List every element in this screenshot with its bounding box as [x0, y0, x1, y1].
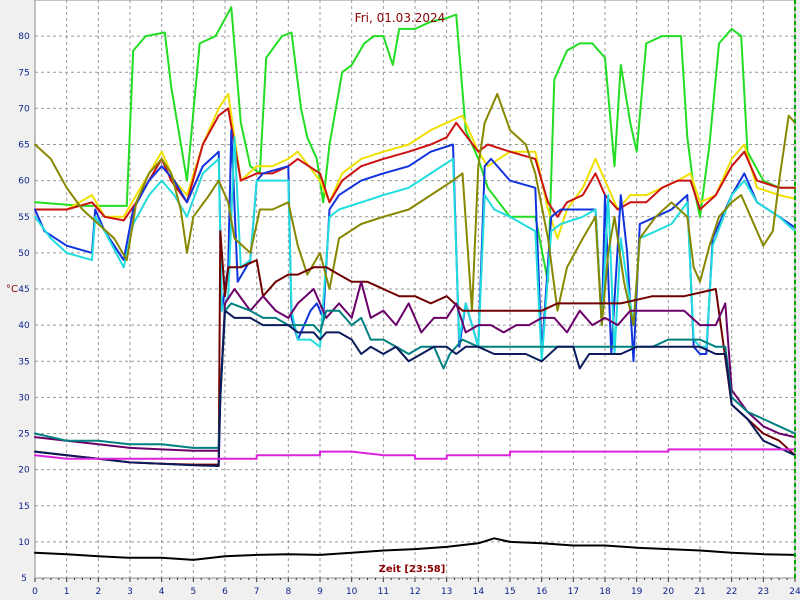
series-line-4: [34, 129, 796, 363]
y-axis-unit: °C: [6, 284, 18, 295]
series-line-10: [34, 309, 796, 467]
y-tick-label: 30: [18, 393, 30, 403]
y-tick-label: 80: [18, 32, 30, 42]
y-tick-label: 60: [18, 177, 30, 187]
x-tick-label: 0: [32, 587, 38, 597]
y-tick-label: 20: [18, 466, 30, 476]
x-tick-label: 2: [95, 587, 101, 597]
series-line-8: [34, 280, 796, 452]
y-tick-label: 45: [18, 285, 29, 295]
x-tick-label: 24: [789, 587, 800, 597]
y-tick-label: 75: [18, 68, 29, 78]
y-tick-label: 70: [18, 104, 30, 114]
axes: 0 1 2 3 4 5 6 7 8 9 10 11 12 13 14 15 16 17 18 19 20 21 22 23 24…: [18, 32, 800, 597]
grid: [35, 0, 795, 579]
y-tick-label: 50: [18, 249, 30, 259]
x-tick-label: 10: [346, 587, 358, 597]
x-tick-label: 1: [64, 587, 70, 597]
y-tick-label: 40: [18, 321, 30, 331]
x-tick-label: 16: [536, 587, 548, 597]
x-tick-label: 9: [317, 587, 323, 597]
x-tick-label: 20: [663, 587, 675, 597]
x-tick-label: 17: [568, 587, 579, 597]
y-tick-label: 35: [18, 357, 29, 367]
y-tick-label: 15: [18, 502, 29, 512]
x-tick-label: 11: [378, 587, 389, 597]
x-tick-label: 13: [441, 587, 452, 597]
chart-title: Fri, 01.03.2024: [355, 11, 446, 25]
x-tick-label: 21: [694, 587, 705, 597]
series-line-7: [34, 230, 796, 466]
x-tick-label: 23: [758, 587, 769, 597]
series-line-11: [34, 448, 796, 460]
y-tick-label: 5: [21, 574, 27, 584]
series-group: [34, 6, 796, 561]
x-tick-label: 8: [285, 587, 291, 597]
series-line-1: [34, 6, 796, 283]
x-tick-label: 19: [631, 587, 643, 597]
x-tick-label: 14: [473, 587, 485, 597]
x-tick-label: 5: [190, 587, 196, 597]
y-tick-label: 10: [18, 538, 30, 548]
x-tick-label: 22: [726, 587, 737, 597]
series-line-12: [34, 537, 796, 561]
series-line-9: [34, 302, 796, 449]
y-tick-label: 65: [18, 141, 29, 151]
time-footer: Zeit [23:58]: [379, 564, 446, 575]
x-tick-label: 6: [222, 587, 228, 597]
x-tick-label: 4: [159, 587, 165, 597]
y-tick-label: 25: [18, 430, 29, 440]
y-tick-label: 55: [18, 213, 29, 223]
x-tick-label: 3: [127, 587, 133, 597]
x-tick-label: 7: [254, 587, 260, 597]
series-line-6: [34, 92, 796, 327]
x-tick-label: 18: [599, 587, 611, 597]
x-tick-label: 12: [409, 587, 420, 597]
x-tick-label: 15: [504, 587, 515, 597]
